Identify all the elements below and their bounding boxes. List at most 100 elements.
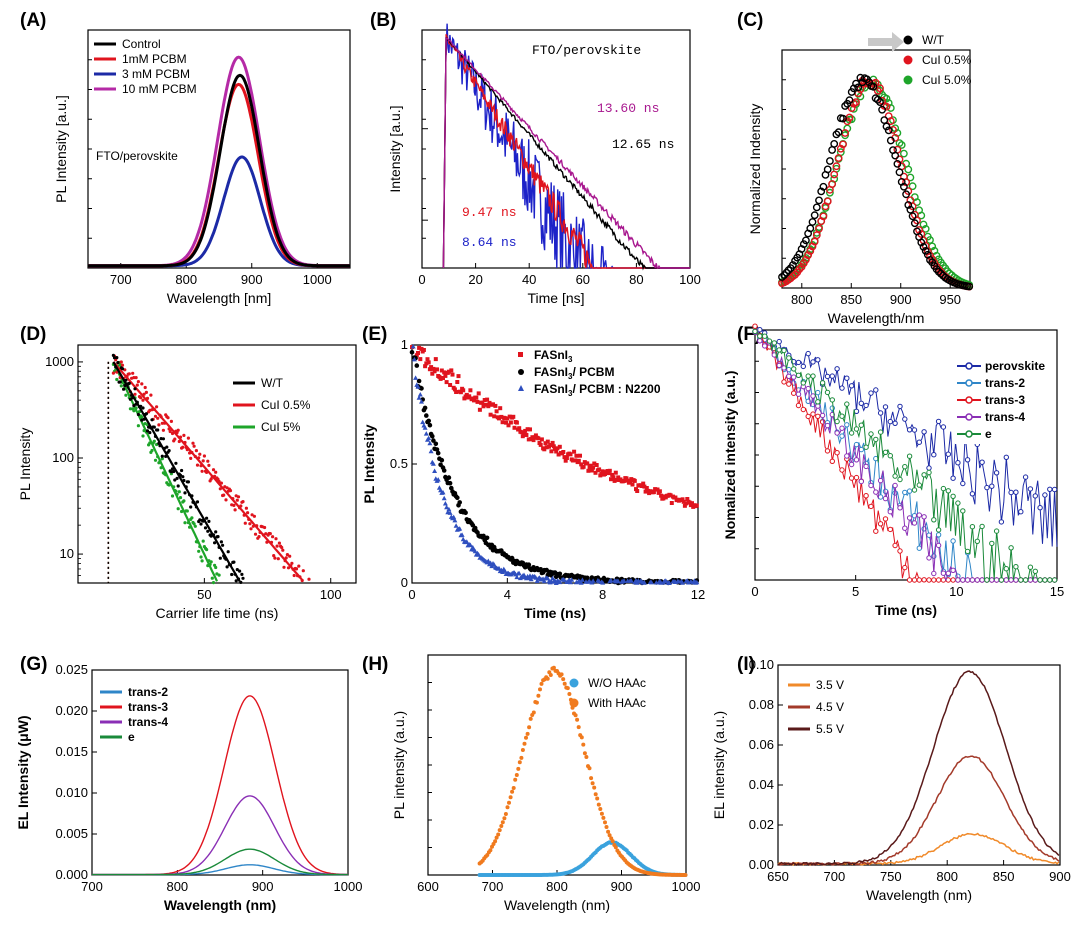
data-point bbox=[160, 454, 164, 458]
data-point bbox=[824, 389, 831, 396]
data-point bbox=[429, 365, 434, 370]
data-point bbox=[264, 532, 268, 536]
data-point bbox=[414, 353, 419, 358]
data-point bbox=[297, 564, 301, 568]
data-point bbox=[152, 425, 156, 429]
data-point bbox=[752, 323, 758, 329]
data-point bbox=[207, 519, 211, 524]
data-point bbox=[568, 579, 573, 585]
data-point bbox=[410, 344, 416, 349]
x-tick-label: 850 bbox=[840, 292, 862, 307]
data-point bbox=[180, 468, 184, 473]
data-point bbox=[519, 430, 524, 435]
data-point bbox=[517, 760, 522, 765]
data-point bbox=[477, 407, 482, 412]
data-point bbox=[599, 811, 604, 816]
data-point bbox=[964, 457, 971, 463]
data-point bbox=[545, 439, 550, 444]
data-point bbox=[926, 555, 932, 561]
legend-label: trans-4 bbox=[985, 410, 1025, 424]
x-tick-label: 700 bbox=[482, 879, 504, 894]
data-point bbox=[528, 716, 533, 721]
legend-label: e bbox=[985, 427, 992, 441]
data-point bbox=[463, 510, 468, 516]
data-point bbox=[419, 386, 424, 391]
x-axis-label: Carrier life time (ns) bbox=[156, 605, 279, 621]
data-point bbox=[839, 385, 845, 391]
x-tick-label: 8 bbox=[599, 587, 606, 602]
data-point bbox=[615, 578, 621, 584]
legend-label: 1mM PCBM bbox=[122, 52, 187, 66]
data-point bbox=[135, 383, 139, 387]
data-point bbox=[128, 407, 132, 411]
legend-swatch bbox=[965, 396, 973, 404]
data-point bbox=[467, 394, 472, 399]
data-point bbox=[182, 499, 186, 503]
data-point bbox=[150, 448, 154, 453]
data-point bbox=[205, 516, 209, 520]
data-point bbox=[211, 581, 216, 585]
data-point bbox=[921, 246, 930, 255]
data-point bbox=[499, 824, 504, 828]
data-point bbox=[424, 413, 429, 418]
data-point bbox=[921, 472, 927, 478]
legend-swatch bbox=[518, 369, 524, 375]
data-point bbox=[177, 439, 181, 444]
data-point bbox=[589, 776, 594, 781]
data-point bbox=[157, 423, 161, 427]
x-tick-label: 700 bbox=[824, 869, 846, 884]
data-point bbox=[1008, 489, 1014, 496]
data-point bbox=[239, 580, 243, 585]
data-point bbox=[877, 521, 884, 527]
data-point bbox=[548, 673, 553, 677]
y-axis-label: Normalized Indensity bbox=[747, 104, 763, 235]
data-point bbox=[545, 676, 550, 681]
data-point bbox=[615, 477, 619, 482]
data-point bbox=[817, 187, 826, 196]
data-point bbox=[493, 839, 498, 844]
x-tick-label: 100 bbox=[320, 587, 342, 602]
data-point bbox=[802, 255, 810, 264]
data-point bbox=[426, 360, 431, 365]
data-point bbox=[834, 450, 840, 456]
data-point bbox=[550, 575, 556, 581]
data-point bbox=[869, 82, 878, 91]
data-point bbox=[562, 577, 567, 583]
data-point bbox=[844, 422, 850, 428]
data-point bbox=[795, 391, 802, 397]
x-tick-label: 700 bbox=[110, 272, 132, 287]
data-point bbox=[800, 406, 806, 413]
data-point bbox=[993, 528, 1000, 534]
data-point bbox=[690, 501, 694, 506]
data-point bbox=[561, 450, 566, 454]
y-tick-label: 0.020 bbox=[55, 703, 88, 718]
data-point bbox=[847, 104, 856, 113]
x-tick-label: 0 bbox=[418, 272, 425, 287]
data-point bbox=[431, 366, 436, 371]
data-point bbox=[170, 494, 175, 498]
data-point bbox=[800, 363, 806, 370]
data-point bbox=[468, 388, 473, 393]
y-axis-label: EL Intensity (μW) bbox=[15, 715, 31, 829]
data-point bbox=[430, 433, 435, 439]
data-point bbox=[1008, 577, 1014, 583]
data-point bbox=[538, 687, 542, 692]
data-point bbox=[134, 376, 138, 380]
data-point bbox=[199, 522, 203, 526]
data-point bbox=[423, 364, 428, 369]
data-point bbox=[830, 139, 839, 148]
data-point bbox=[673, 495, 678, 500]
data-point bbox=[418, 357, 423, 362]
data-point bbox=[554, 449, 559, 454]
data-point bbox=[442, 501, 448, 506]
data-point bbox=[453, 523, 459, 528]
data-point bbox=[435, 450, 441, 456]
data-point bbox=[523, 428, 528, 433]
data-point bbox=[307, 577, 311, 581]
data-point bbox=[207, 463, 211, 467]
data-point bbox=[839, 114, 847, 123]
data-point bbox=[1047, 577, 1053, 583]
data-point bbox=[481, 404, 486, 409]
data-point bbox=[214, 530, 218, 534]
data-point bbox=[446, 506, 452, 512]
